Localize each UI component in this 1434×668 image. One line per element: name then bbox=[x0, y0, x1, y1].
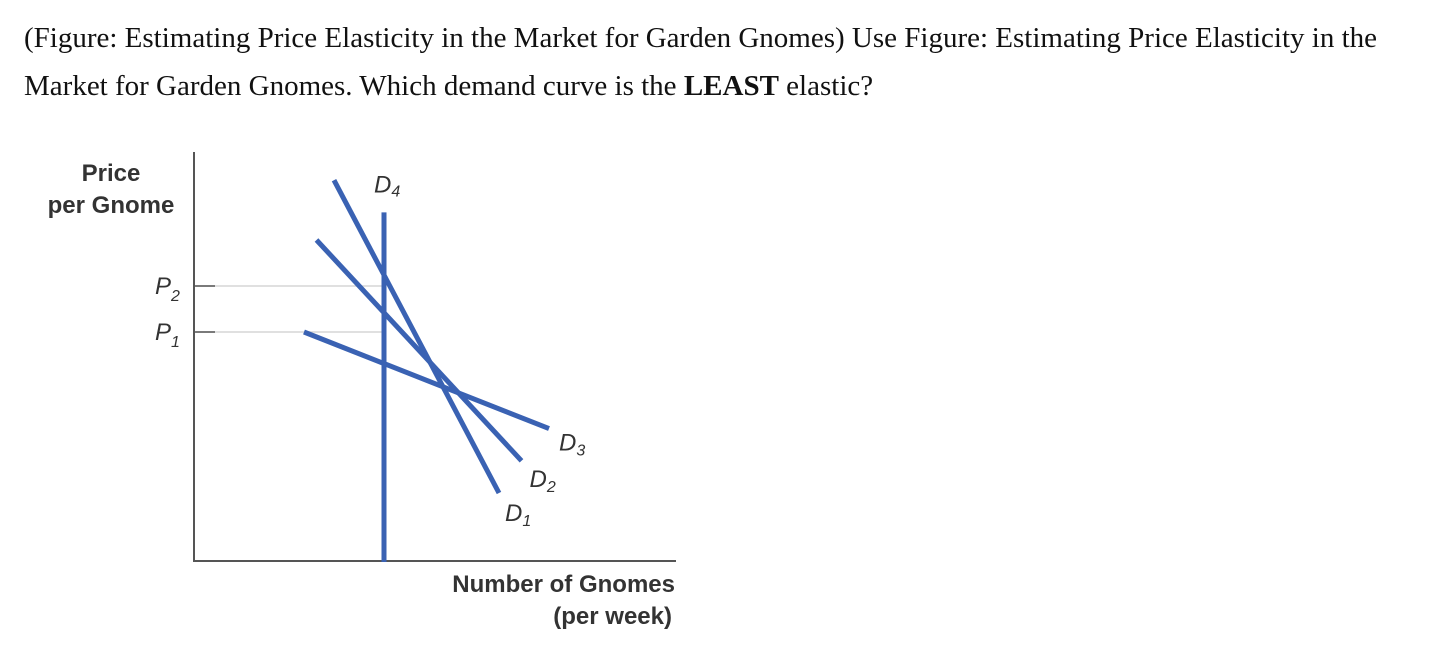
question-emphasis: LEAST bbox=[683, 70, 779, 102]
demand-curves bbox=[303, 179, 550, 562]
y-tick-label-p2: P2 bbox=[155, 273, 180, 305]
demand-curve-d1 bbox=[331, 179, 502, 495]
demand-curve-d3 bbox=[303, 329, 550, 431]
curve-label-d2: D2 bbox=[530, 466, 556, 496]
x-axis-label-line1: Number of Gnomes bbox=[452, 571, 675, 598]
demand-curve-d2 bbox=[314, 238, 524, 463]
x-axis-label-line2: (per week) bbox=[553, 603, 672, 630]
y-axis-label: Price per Gnome bbox=[48, 160, 175, 219]
curve-label-d3: D3 bbox=[559, 430, 585, 460]
y-axis-label-line1: Price bbox=[82, 160, 141, 187]
y-axis-label-line2: per Gnome bbox=[48, 192, 175, 219]
question-suffix: elastic? bbox=[778, 70, 874, 102]
y-tick-label-p1: P1 bbox=[155, 319, 180, 351]
curve-label-d1: D1 bbox=[505, 500, 531, 530]
curve-label-d4: D4 bbox=[374, 171, 400, 200]
question-text: (Figure: Estimating Price Elasticity in … bbox=[24, 14, 1404, 110]
x-axis-label: Number of Gnomes (per week) bbox=[452, 571, 675, 630]
question-prefix: (Figure: Estimating Price Elasticity in … bbox=[24, 22, 1378, 102]
